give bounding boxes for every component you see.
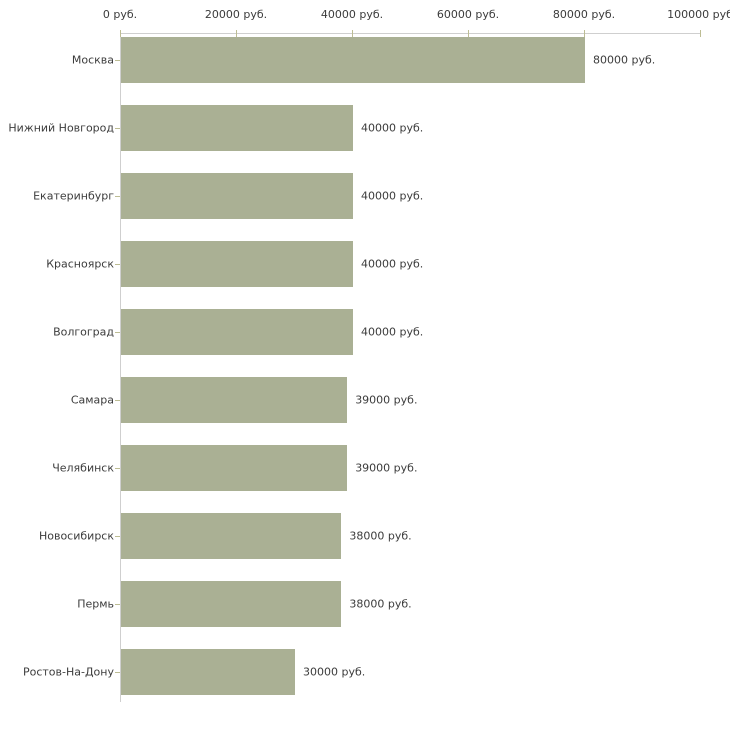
category-label: Ростов-На-Дону [22,665,114,679]
bar-value-label: 40000 руб. [361,121,424,135]
category-label: Челябинск [52,461,114,475]
x-tick-label: 40000 руб. [320,8,384,21]
bar [121,377,348,423]
bar-value-label: 80000 руб. [593,53,656,67]
y-tick-mark [115,400,120,401]
x-tick-mark [468,30,469,37]
x-tick-label: 80000 руб. [552,8,616,21]
bar-value-label: 38000 руб. [349,529,412,543]
y-tick-mark [115,672,120,673]
bar [121,37,585,83]
x-tick-mark [700,30,701,37]
category-label: Пермь [77,597,114,611]
y-axis-line [120,33,121,702]
bar [121,445,348,491]
x-tick-label: 20000 руб. [204,8,268,21]
y-tick-mark [115,604,120,605]
y-tick-mark [115,264,120,265]
x-tick-label: 0 руб. [102,8,138,21]
x-tick-label: 100000 руб [667,8,730,21]
bar-value-label: 40000 руб. [361,325,424,339]
x-tick-label: 60000 руб. [436,8,500,21]
category-label: Москва [71,53,114,67]
bar-value-label: 30000 руб. [303,665,366,679]
category-label: Екатеринбург [33,189,114,203]
bar [121,241,353,287]
bar-value-label: 38000 руб. [349,597,412,611]
category-label: Нижний Новгород [8,121,114,135]
bar [121,173,353,219]
bar [121,105,353,151]
x-tick-mark [584,30,585,37]
bar-value-label: 40000 руб. [361,257,424,271]
x-tick-mark [236,30,237,37]
y-tick-mark [115,128,120,129]
bar [121,581,342,627]
y-tick-mark [115,332,120,333]
bar [121,513,342,559]
bar-value-label: 39000 руб. [355,393,418,407]
bar-value-label: 39000 руб. [355,461,418,475]
bar [121,649,295,695]
bar [121,309,353,355]
y-tick-mark [115,60,120,61]
x-tick-mark [120,30,121,37]
y-tick-mark [115,196,120,197]
category-label: Самара [70,393,114,407]
x-tick-mark [352,30,353,37]
x-axis-line [120,33,701,34]
category-label: Волгоград [53,325,114,339]
y-tick-mark [115,468,120,469]
category-label: Новосибирск [38,529,114,543]
category-label: Красноярск [46,257,114,271]
y-tick-mark [115,536,120,537]
bar-value-label: 40000 руб. [361,189,424,203]
